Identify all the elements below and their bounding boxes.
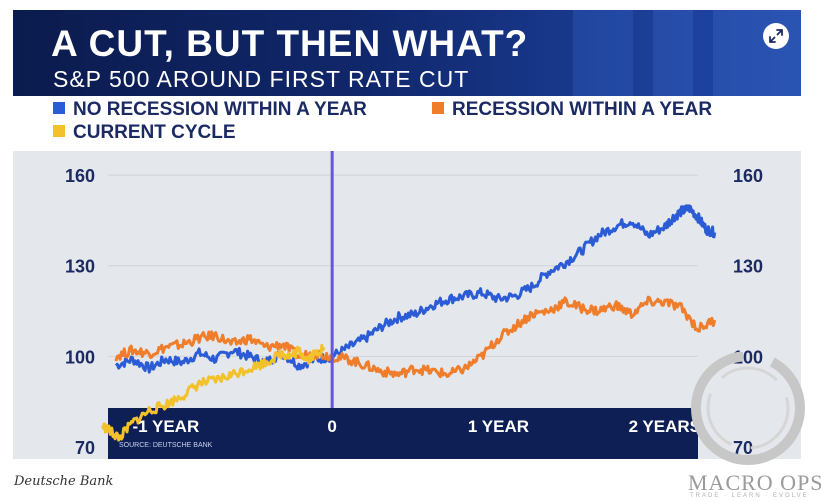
- x-axis-band: [108, 408, 698, 459]
- legend-item-no-recession: NO RECESSION WITHIN A YEAR: [53, 99, 367, 121]
- legend: NO RECESSION WITHIN A YEAR RECESSION WIT…: [13, 96, 801, 151]
- y-tick-label-left: 160: [65, 166, 95, 186]
- y-tick-label-right: 130: [733, 257, 763, 277]
- chart-card: A CUT, BUT THEN WHAT? S&P 500 AROUND FIR…: [13, 10, 801, 459]
- logo-wordmark: MACRO OPS: [688, 470, 821, 495]
- legend-label: RECESSION WITHIN A YEAR: [452, 99, 713, 120]
- series-line-current-cycle: [101, 343, 326, 442]
- x-tick-label: 1 YEAR: [468, 417, 529, 436]
- x-tick-label: -1 YEAR: [132, 417, 199, 436]
- header-banner: A CUT, BUT THEN WHAT? S&P 500 AROUND FIR…: [13, 10, 801, 96]
- legend-item-recession: RECESSION WITHIN A YEAR: [432, 99, 712, 121]
- logo-tagline: TRADE · LEARN · EVOLVE: [690, 493, 809, 499]
- x-tick-label: 2 YEARS: [629, 417, 701, 436]
- x-tick-label: 0: [327, 417, 336, 436]
- image-caption: Deutsche Bank: [14, 474, 114, 489]
- y-tick-label-left: 100: [65, 347, 95, 367]
- square-swatch-icon: [432, 102, 444, 114]
- source-note: SOURCE: DEUTSCHE BANK: [119, 442, 213, 449]
- legend-item-current-cycle: CURRENT CYCLE: [53, 122, 236, 144]
- square-swatch-icon: [53, 102, 65, 114]
- y-tick-label-right: 70: [733, 438, 753, 458]
- legend-label: CURRENT CYCLE: [73, 122, 236, 143]
- y-tick-label-left: 70: [75, 438, 95, 458]
- series-line-no-recession-within-a-year: [114, 204, 717, 374]
- expand-arrows-icon: [769, 29, 783, 43]
- square-swatch-icon: [53, 125, 65, 137]
- legend-label: NO RECESSION WITHIN A YEAR: [73, 99, 367, 120]
- y-tick-label-right: 160: [733, 166, 763, 186]
- chart-title: A CUT, BUT THEN WHAT?: [51, 23, 529, 64]
- expand-button[interactable]: [763, 23, 789, 49]
- macro-ops-logo-icon: [691, 352, 805, 465]
- y-tick-label-left: 130: [65, 257, 95, 277]
- chart-subtitle: S&P 500 AROUND FIRST RATE CUT: [53, 66, 470, 92]
- series-line-recession-within-a-year: [114, 295, 717, 379]
